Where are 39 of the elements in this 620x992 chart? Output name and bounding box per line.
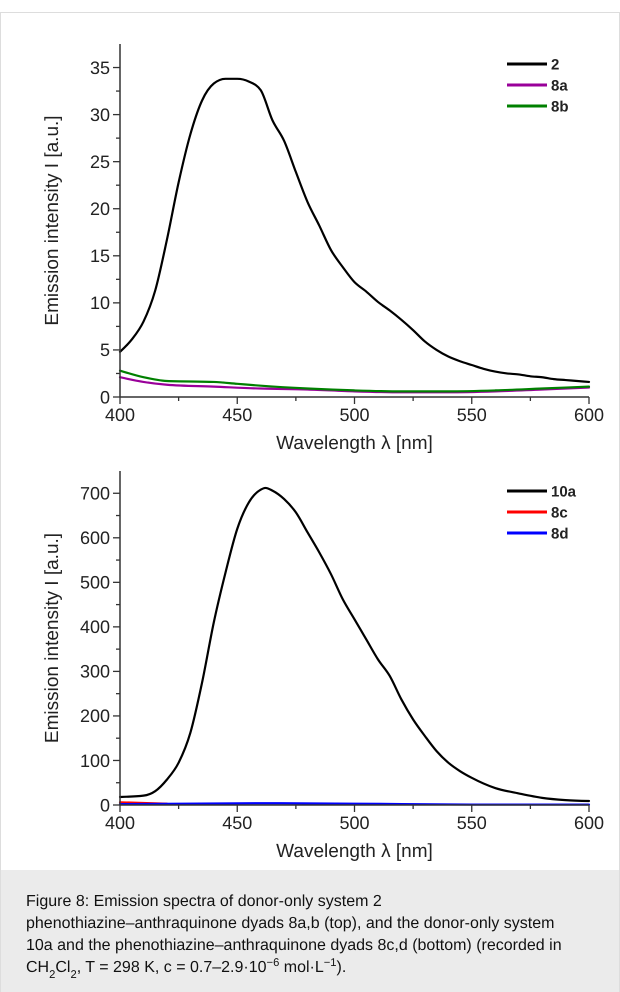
line-series [118, 486, 590, 802]
legend-label: 2 [551, 56, 560, 74]
legend-label: 8a [551, 77, 568, 94]
x-tick-label: 600 [574, 813, 604, 833]
x-tick-label: 550 [456, 813, 487, 833]
y-tick-label: 200 [80, 706, 110, 726]
y-tick-label: 15 [90, 246, 110, 266]
y-tick-label: 500 [80, 572, 110, 593]
legend-label: 8b [551, 98, 569, 116]
line-series [118, 78, 590, 384]
x-axis-title: Wavelength λ [nm] [276, 433, 433, 454]
x-tick-label: 450 [222, 813, 252, 833]
x-tick-label: 450 [222, 405, 252, 425]
x-tick-label: 550 [456, 405, 487, 425]
x-tick-label: 600 [574, 405, 604, 425]
y-tick-label: 700 [80, 484, 110, 504]
y-tick-label: 100 [80, 750, 110, 771]
legend-label: 8d [551, 525, 569, 542]
y-tick-label: 20 [90, 199, 110, 220]
text: Figure 8: Emission spectra of donor-only system 2 phenothiazine–anthraquinone dyads 8a,b (top), and the donor-only system 10a and the phenothiazine–anthraquinone dyads 8c,d (bottom) (recorded in CH$_{2}$Cl$_{2}$, T = 298 K, c = 0.7–2.9·10$^{−6}$ mol·L$^{−1}$). [26, 893, 562, 981]
legend-label: 8c [551, 504, 568, 522]
y-tick-label: 0 [100, 387, 110, 408]
y-tick-label: 35 [90, 58, 110, 78]
y-tick-label: 600 [80, 528, 110, 548]
y-tick-label: 0 [100, 795, 110, 816]
legend-label: 10a [551, 483, 577, 500]
y-tick-label: 10 [90, 293, 110, 314]
y-tick-label: 25 [90, 152, 110, 172]
y-axis-title: Emission intensity I [a.u.] [42, 115, 63, 326]
x-tick-label: 500 [339, 813, 370, 833]
y-tick-label: 5 [100, 340, 110, 360]
y-tick-label: 300 [80, 662, 110, 682]
y-tick-label: 30 [90, 104, 110, 125]
y-tick-label: 400 [80, 617, 110, 638]
x-tick-label: 500 [339, 405, 370, 425]
x-axis-title: Wavelength λ [nm] [276, 841, 433, 862]
y-axis-title: Emission intensity I [a.u.] [42, 532, 63, 744]
line-series [118, 370, 590, 392]
line-series [118, 376, 590, 394]
